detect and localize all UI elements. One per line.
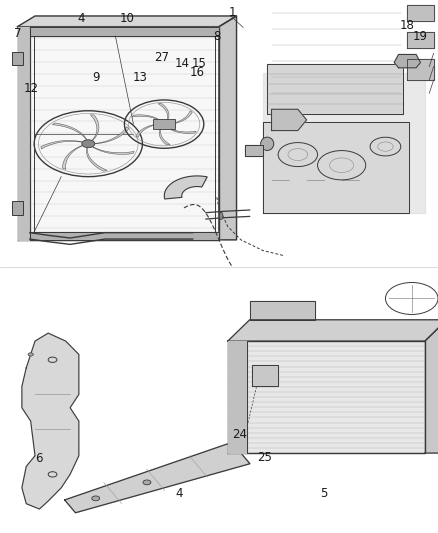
Polygon shape — [41, 140, 82, 149]
Text: 15: 15 — [192, 57, 207, 70]
Text: 19: 19 — [413, 30, 428, 43]
FancyBboxPatch shape — [12, 201, 23, 215]
Polygon shape — [219, 16, 237, 240]
Text: 4: 4 — [77, 12, 85, 25]
Polygon shape — [263, 122, 409, 213]
Text: 1: 1 — [228, 6, 236, 19]
Polygon shape — [272, 109, 307, 131]
Polygon shape — [425, 320, 438, 453]
Polygon shape — [228, 341, 425, 453]
Text: 4: 4 — [175, 487, 183, 500]
Polygon shape — [158, 103, 169, 121]
Polygon shape — [30, 27, 219, 36]
Polygon shape — [407, 5, 434, 21]
Polygon shape — [30, 232, 219, 240]
Circle shape — [159, 121, 170, 127]
Ellipse shape — [261, 137, 274, 150]
Circle shape — [82, 140, 95, 148]
Polygon shape — [132, 115, 161, 121]
Text: 13: 13 — [133, 71, 148, 84]
Polygon shape — [65, 442, 250, 513]
Polygon shape — [170, 111, 192, 124]
Text: 24: 24 — [233, 429, 247, 441]
Polygon shape — [250, 301, 315, 320]
Circle shape — [143, 480, 151, 485]
Text: 8: 8 — [213, 30, 220, 43]
FancyBboxPatch shape — [12, 52, 23, 66]
Polygon shape — [18, 27, 219, 240]
Polygon shape — [159, 127, 170, 145]
Polygon shape — [407, 59, 434, 80]
Text: 9: 9 — [92, 71, 100, 84]
Circle shape — [28, 353, 33, 356]
Polygon shape — [228, 341, 247, 453]
Text: 27: 27 — [154, 51, 169, 64]
Polygon shape — [245, 145, 263, 156]
Polygon shape — [22, 333, 79, 509]
Polygon shape — [252, 365, 278, 386]
Text: 16: 16 — [190, 66, 205, 79]
Text: 7: 7 — [14, 27, 21, 40]
Text: 10: 10 — [120, 12, 134, 25]
Polygon shape — [136, 124, 158, 138]
Text: 5: 5 — [321, 487, 328, 500]
Ellipse shape — [219, 212, 223, 220]
Polygon shape — [53, 123, 87, 140]
Polygon shape — [267, 64, 403, 114]
Circle shape — [92, 496, 99, 501]
Polygon shape — [394, 54, 420, 68]
Text: 14: 14 — [174, 58, 189, 70]
Text: 6: 6 — [35, 452, 42, 465]
Polygon shape — [263, 73, 425, 213]
Polygon shape — [93, 147, 134, 155]
Polygon shape — [407, 32, 434, 48]
FancyBboxPatch shape — [153, 119, 175, 130]
Polygon shape — [167, 127, 196, 133]
Polygon shape — [63, 146, 82, 169]
Text: 12: 12 — [24, 82, 39, 95]
Polygon shape — [90, 115, 99, 140]
Text: 25: 25 — [258, 451, 272, 464]
Polygon shape — [18, 27, 30, 240]
Polygon shape — [228, 320, 438, 341]
Polygon shape — [95, 127, 129, 144]
Polygon shape — [18, 16, 237, 27]
Text: 18: 18 — [400, 19, 415, 32]
Polygon shape — [164, 176, 207, 199]
Polygon shape — [86, 148, 107, 171]
